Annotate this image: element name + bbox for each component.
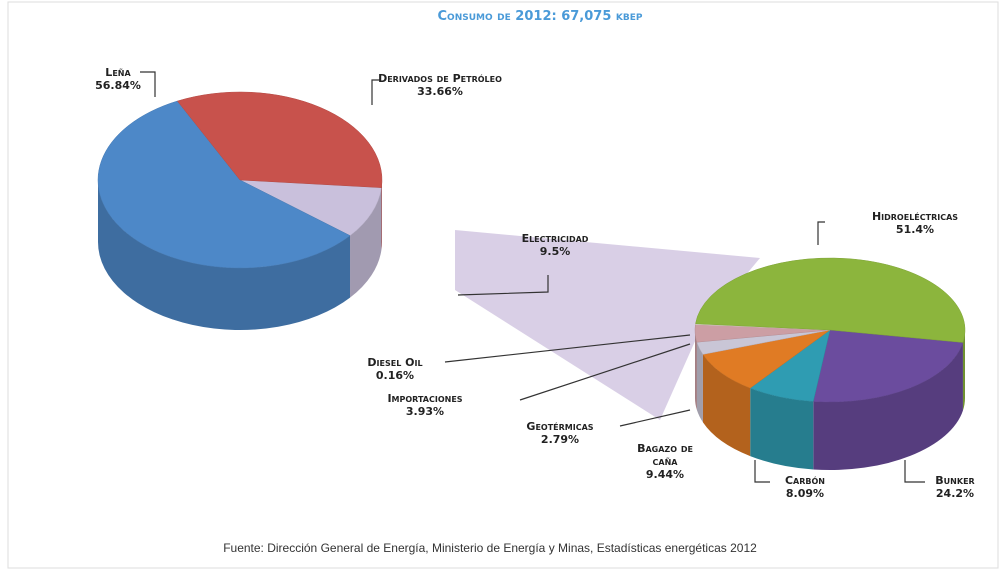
slice-label: Leña 56.84% — [95, 66, 141, 92]
slice-value: 33.66% — [417, 85, 463, 98]
slice — [702, 329, 831, 389]
slice-value: 51.4% — [895, 223, 935, 236]
slice-label: Electricidad 9.5% — [522, 232, 589, 258]
slice — [239, 179, 382, 236]
slice-value: 0.16% — [375, 369, 415, 382]
slice-value: 2.79% — [540, 433, 580, 446]
slice-label: Bunker 24.2% — [935, 474, 974, 500]
slice-name: Derivados de Petróleo — [378, 72, 502, 85]
slice — [176, 91, 383, 188]
slice-label: Importaciones 3.93% — [387, 392, 462, 418]
slice-side — [813, 342, 963, 470]
slice-value: 8.09% — [785, 487, 825, 500]
pie-sides — [98, 180, 382, 330]
slice-name: Hidroeléctricas — [871, 210, 959, 223]
slice-name: Electricidad — [521, 232, 589, 245]
pie-tops — [97, 91, 383, 269]
slice-name: Leña — [105, 66, 131, 79]
slice-label: Derivados de Petróleo 33.66% — [375, 72, 505, 98]
slice-name: Importaciones — [387, 392, 463, 405]
slice-value: 9.44% — [645, 468, 685, 481]
slice-name: Geotérmicas — [526, 420, 594, 433]
slice-side — [381, 180, 382, 250]
slice-label: Geotérmicas 2.79% — [526, 420, 593, 446]
slice-label: Hidroeléctricas 51.4% — [872, 210, 958, 236]
slice-side — [696, 342, 703, 423]
slice-side — [350, 187, 382, 298]
slice-value: 24.2% — [935, 487, 975, 500]
slice — [695, 257, 966, 343]
pie-tops — [694, 257, 966, 403]
slice — [97, 100, 351, 269]
slice-value: 56.84% — [95, 79, 141, 92]
source-note: Fuente: Dirección General de Energía, Mi… — [223, 541, 757, 555]
slice-label: Carbón 8.09% — [785, 474, 825, 500]
slice-name: Diesel Oil — [367, 356, 423, 369]
slice — [812, 329, 964, 403]
slice-label: Diesel Oil 0.16% — [367, 356, 422, 382]
pie-sides — [695, 330, 965, 470]
slice-name: Bagazo de caña — [637, 442, 693, 468]
slice-value: 9.5% — [539, 245, 571, 258]
slice-value: 3.93% — [405, 405, 445, 418]
slice-side — [962, 330, 965, 411]
slice-side — [750, 388, 814, 470]
slice-name: Bunker — [935, 474, 975, 487]
slice-side — [98, 180, 351, 330]
slice-side — [702, 354, 751, 457]
leader-lines — [140, 71, 925, 483]
frame — [7, 1, 999, 569]
chart-title: Consumo de 2012: 67,075 kbep — [437, 9, 643, 24]
connector — [455, 230, 760, 420]
slice-name: Carbón — [784, 474, 826, 487]
slice-side — [695, 330, 697, 411]
slice-label: Bagazo de caña 9.44% — [625, 442, 705, 481]
